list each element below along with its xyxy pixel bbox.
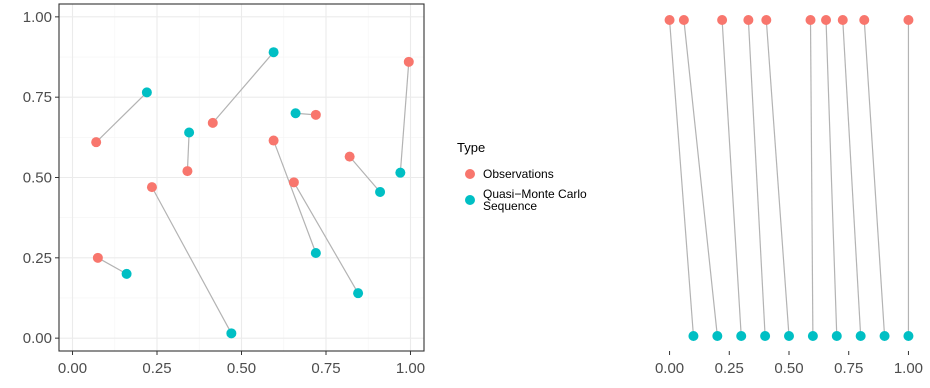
observation-point bbox=[805, 15, 816, 25]
observation-point bbox=[743, 15, 754, 25]
qmc-point bbox=[121, 268, 132, 279]
observation-point bbox=[288, 177, 299, 188]
connector-line bbox=[825, 19, 838, 337]
observation-point bbox=[91, 137, 102, 148]
qmc-point bbox=[784, 331, 794, 341]
x-tick-label: 1.00 bbox=[396, 360, 425, 377]
observation-point bbox=[92, 252, 103, 263]
qmc-point bbox=[760, 331, 771, 341]
y-tick-label: 0.75 bbox=[23, 89, 52, 106]
x-tick-label: 0.25 bbox=[715, 360, 744, 377]
x-tick-label: 0.75 bbox=[834, 360, 863, 377]
connector-line bbox=[683, 19, 718, 337]
connector-line bbox=[273, 140, 317, 254]
observation-point bbox=[837, 15, 848, 25]
panel-border bbox=[58, 3, 425, 352]
qmc-point bbox=[688, 331, 699, 341]
qmc-point bbox=[831, 331, 842, 341]
qmc-point bbox=[184, 127, 195, 138]
x-tick-label: 1.00 bbox=[894, 360, 923, 377]
legend-label-line: Quasi−Monte Carlo bbox=[483, 187, 587, 201]
connector-line bbox=[186, 132, 190, 172]
qmc-point bbox=[807, 331, 818, 341]
legend-label-line: Observations bbox=[483, 167, 554, 181]
connector-line bbox=[721, 19, 742, 337]
left-scatter-panel: 0.00 0.25 0.50 0.75 1.00 0.00 0.25 0.50 0.75 1.00 bbox=[23, 3, 425, 377]
observation-point bbox=[664, 15, 675, 25]
qmc-point bbox=[736, 331, 747, 341]
x-tick-label: 0.75 bbox=[311, 360, 340, 377]
connector-line bbox=[95, 91, 148, 143]
connector-line bbox=[747, 19, 766, 337]
legend-label-qmc: Quasi−Monte Carlo Sequence bbox=[483, 187, 587, 213]
observation-point bbox=[903, 15, 914, 25]
connector-line bbox=[97, 257, 127, 275]
y-tick-label: 0.50 bbox=[23, 170, 52, 187]
observation-point bbox=[268, 135, 279, 146]
y-tick-label: 0.00 bbox=[23, 330, 52, 347]
observation-point bbox=[821, 15, 832, 25]
qmc-point bbox=[375, 186, 386, 197]
observation-point bbox=[182, 166, 193, 177]
right-rank-panel: 0.00 0.25 0.50 0.75 1.00 bbox=[655, 15, 923, 377]
qmc-point bbox=[903, 331, 914, 341]
observation-point bbox=[859, 15, 870, 25]
qmc-point bbox=[879, 331, 890, 341]
connector-line bbox=[809, 19, 814, 337]
qmc-point bbox=[353, 288, 364, 299]
qmc-point bbox=[290, 108, 301, 119]
connector-line bbox=[863, 19, 886, 337]
legend-key-observations bbox=[465, 169, 475, 179]
x-tick-label: 0.00 bbox=[58, 360, 87, 377]
observation-point bbox=[310, 109, 321, 120]
connector-line bbox=[212, 51, 275, 124]
connector-line bbox=[293, 182, 359, 294]
observation-point bbox=[717, 15, 728, 25]
x-tick-label: 0.25 bbox=[142, 360, 171, 377]
connector-line bbox=[399, 61, 410, 173]
legend-label-line: Sequence bbox=[483, 199, 537, 213]
legend: Type Observations Quasi−Monte Carlo Sequenc… bbox=[457, 140, 587, 213]
legend-title: Type bbox=[457, 140, 485, 155]
observation-point bbox=[146, 182, 157, 193]
observation-point bbox=[207, 117, 218, 128]
connector-line bbox=[349, 156, 381, 193]
y-tick-label: 0.25 bbox=[23, 250, 52, 267]
connector-line bbox=[668, 19, 695, 337]
observation-point bbox=[761, 15, 772, 25]
qmc-point bbox=[141, 87, 152, 98]
x-tick-label: 0.50 bbox=[227, 360, 256, 377]
observation-point bbox=[678, 15, 689, 25]
qmc-point bbox=[712, 331, 723, 341]
qmc-point bbox=[268, 47, 279, 58]
connector-line bbox=[151, 186, 232, 334]
legend-label-observations: Observations bbox=[483, 167, 554, 181]
observation-point bbox=[403, 56, 414, 67]
qmc-point bbox=[395, 167, 406, 178]
observation-point bbox=[344, 151, 355, 162]
qmc-point bbox=[226, 328, 237, 339]
qmc-point bbox=[855, 331, 866, 341]
x-tick-label: 0.00 bbox=[655, 360, 684, 377]
connector-line bbox=[842, 19, 862, 337]
x-tick-label: 0.50 bbox=[774, 360, 803, 377]
legend-key-qmc bbox=[465, 195, 475, 205]
y-tick-label: 1.00 bbox=[23, 9, 52, 26]
qmc-point bbox=[310, 248, 321, 259]
connector-line bbox=[765, 19, 790, 337]
